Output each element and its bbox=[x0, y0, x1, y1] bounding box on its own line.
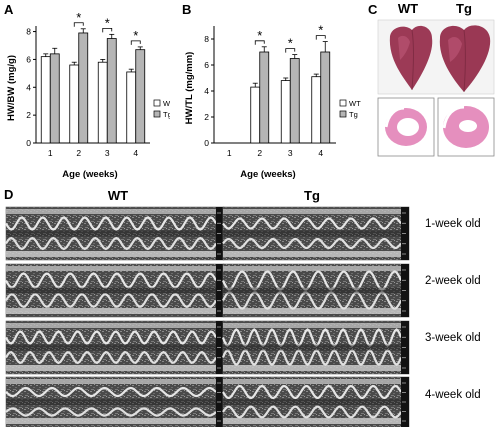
bar-tg-week-3 bbox=[289, 58, 300, 144]
legend-label-tg: Tg bbox=[349, 110, 358, 119]
echo-wt-week-1 bbox=[5, 206, 225, 261]
y-tick-label: 2 bbox=[26, 110, 31, 120]
bar-wt-week-2 bbox=[69, 64, 80, 144]
panel-d-wt-label: WT bbox=[108, 188, 128, 203]
bar-wt-week-4 bbox=[126, 71, 137, 144]
y-tick-label: 8 bbox=[204, 34, 209, 44]
wt-heart-section-image bbox=[384, 106, 427, 146]
significance-bracket bbox=[73, 22, 84, 27]
y-tick-label: 0 bbox=[26, 138, 31, 148]
chart-b-xlabel: Age (weeks) bbox=[240, 169, 295, 180]
echo-tg-week-3 bbox=[221, 320, 410, 375]
echo-tg-week-2 bbox=[222, 263, 410, 318]
bar-tg-week-2 bbox=[78, 32, 89, 144]
bar-tg-week-2 bbox=[259, 51, 270, 144]
echo-wt-week-3 bbox=[5, 320, 225, 375]
significance-bracket bbox=[285, 48, 296, 53]
chart-b-ylabel: HW/TL (mg/mm) bbox=[184, 52, 195, 125]
echo-tg-week-4 bbox=[222, 376, 410, 427]
echo-rows bbox=[5, 206, 410, 427]
legend-swatch-tg bbox=[339, 110, 347, 118]
significance-star: * bbox=[133, 28, 138, 43]
panel-d-tg-label: Tg bbox=[304, 188, 320, 203]
bar-tg-week-4 bbox=[135, 49, 146, 144]
panel-c-wt-label: WT bbox=[398, 1, 418, 16]
echo-row-label-3: 3-week old bbox=[425, 332, 481, 344]
x-tick-label: 3 bbox=[288, 148, 293, 158]
echo-tg-week-1 bbox=[222, 206, 410, 261]
significance-star: * bbox=[288, 36, 293, 51]
echo-row-label-2: 2-week old bbox=[425, 275, 481, 287]
significance-bracket bbox=[315, 35, 326, 40]
significance-bracket bbox=[254, 40, 265, 45]
panel-letter-d: D bbox=[4, 187, 13, 202]
y-tick-label: 4 bbox=[204, 86, 209, 96]
tg-whole-heart-image bbox=[439, 25, 491, 93]
wt-whole-heart-image bbox=[389, 25, 433, 91]
x-tick-label: 1 bbox=[48, 148, 53, 158]
chart-b: B HW/TL (mg/mm) Age (weeks) 0 2 4 6 8 1 2 * 3 * 4 *… bbox=[182, 2, 361, 180]
significance-star: * bbox=[257, 28, 262, 43]
bar-tg-week-1 bbox=[49, 53, 60, 144]
bar-wt-week-1 bbox=[40, 56, 51, 144]
y-tick-label: 6 bbox=[204, 60, 209, 70]
chart-a-ylabel: HW/BW (mg/g) bbox=[6, 55, 17, 121]
x-tick-label: 2 bbox=[257, 148, 262, 158]
x-tick-label: 2 bbox=[76, 148, 81, 158]
y-tick-label: 0 bbox=[204, 138, 209, 148]
x-tick-label: 4 bbox=[318, 148, 323, 158]
significance-bracket bbox=[130, 40, 141, 45]
chart-a: A HW/BW (mg/g) Age (weeks) 0 2 4 6 8 1 2 * 3 * 4 * W… bbox=[4, 2, 170, 180]
y-tick-label: 4 bbox=[26, 82, 31, 92]
bar-tg-week-3 bbox=[106, 38, 117, 144]
chart-b-plot: 0 2 4 6 8 1 2 * 3 * 4 * WT Tg bbox=[204, 23, 361, 158]
legend-label-tg: Tg bbox=[163, 110, 170, 119]
chart-a-xlabel: Age (weeks) bbox=[62, 169, 117, 180]
legend-label-wt: WT bbox=[163, 99, 170, 108]
significance-star: * bbox=[105, 15, 110, 30]
x-tick-label: 4 bbox=[133, 148, 138, 158]
bar-tg-week-4 bbox=[320, 51, 331, 144]
y-tick-label: 2 bbox=[204, 112, 209, 122]
panel-letter-b: B bbox=[182, 2, 191, 17]
bar-wt-week-3 bbox=[97, 61, 108, 144]
panel-c-heart-images: C WT Tg bbox=[368, 1, 495, 157]
y-tick-label: 6 bbox=[26, 54, 31, 64]
x-tick-label: 3 bbox=[105, 148, 110, 158]
significance-star: * bbox=[318, 23, 323, 38]
echo-wt-week-4 bbox=[5, 376, 225, 427]
y-tick-label: 8 bbox=[26, 27, 31, 37]
legend-swatch-wt bbox=[339, 99, 347, 107]
tg-heart-section-image bbox=[442, 105, 489, 148]
legend-swatch-wt bbox=[153, 99, 161, 107]
bar-wt-week-3 bbox=[280, 80, 291, 144]
panel-letter-c: C bbox=[368, 2, 378, 17]
significance-bracket bbox=[102, 27, 113, 33]
echo-wt-week-2 bbox=[5, 263, 225, 318]
panel-letter-a: A bbox=[4, 2, 14, 17]
panel-d-echocardiograms: D WT Tg 1-week old 2-week old 3-week old… bbox=[4, 187, 481, 427]
panel-c-tg-label: Tg bbox=[456, 1, 472, 16]
legend-swatch-tg bbox=[153, 110, 161, 118]
chart-a-plot: 0 2 4 6 8 1 2 * 3 * 4 * WT Tg bbox=[26, 10, 170, 158]
bar-wt-week-2 bbox=[250, 86, 261, 144]
legend-label-wt: WT bbox=[349, 99, 361, 108]
echo-row-label-1: 1-week old bbox=[425, 218, 481, 230]
echo-row-label-4: 4-week old bbox=[425, 389, 481, 401]
x-tick-label: 1 bbox=[227, 148, 232, 158]
significance-star: * bbox=[76, 10, 81, 25]
bar-wt-week-4 bbox=[311, 76, 322, 144]
